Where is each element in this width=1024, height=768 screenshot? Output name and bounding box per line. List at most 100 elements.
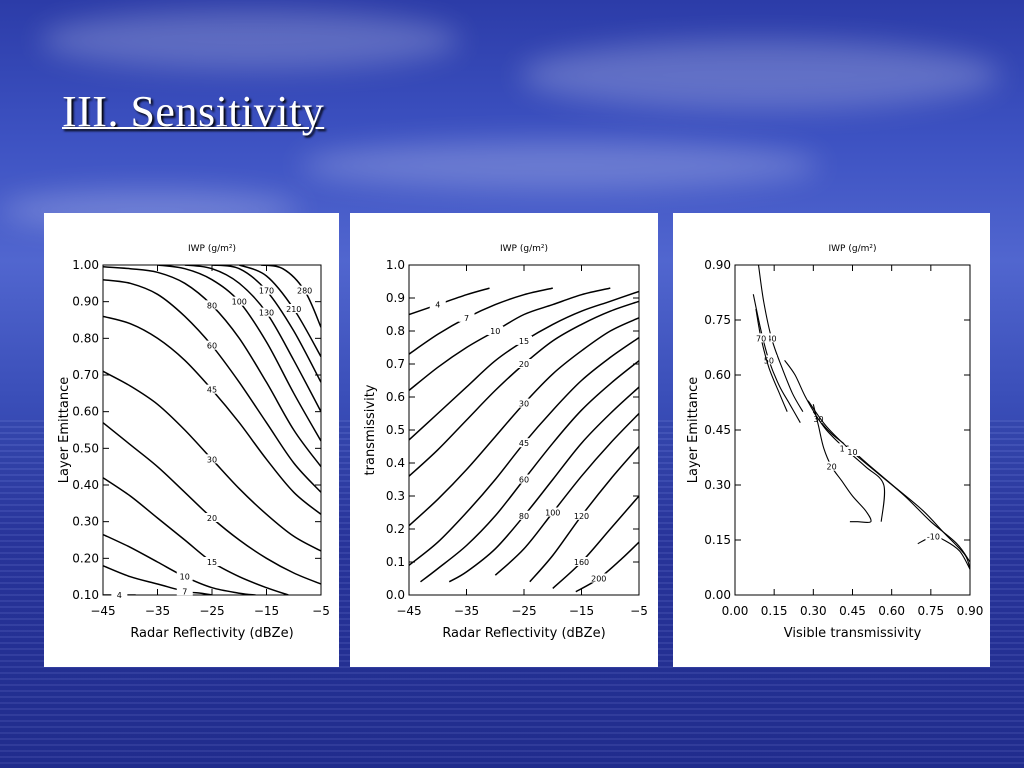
contour-label: 4	[435, 301, 440, 310]
y-tick-label: 0.45	[704, 423, 731, 437]
x-tick-label: −25	[511, 604, 536, 618]
contour-line	[409, 287, 490, 316]
emittance-vs-reflectivity-chart: IWP (g/m²) −45 −35 −25 −15 −5 1.00 0.90 0.80 0.70…	[57, 244, 330, 641]
y-tick-label: 0.00	[704, 588, 731, 602]
contour-label-bg	[753, 333, 770, 343]
chart-title: IWP (g/m²)	[188, 244, 236, 254]
contour-label-bg	[516, 510, 532, 520]
contour-line	[755, 308, 788, 412]
transmissivity-vs-reflectivity-chart: IWP (g/m²) −45 −35 −25 −15 −5 1.0 0.9 0.8 0.7 0.6 0…	[363, 244, 648, 641]
contour-label-bg	[925, 531, 942, 541]
chart-title: IWP (g/m²)	[829, 244, 877, 254]
y-tick-label: 1.00	[72, 258, 99, 272]
contour-line	[552, 495, 639, 589]
contour-label: 60	[207, 342, 217, 351]
contour-line	[784, 359, 970, 570]
contour-label: 20	[519, 360, 529, 369]
chart-panel-emittance-vs-reflectivity: IWP (g/m²) −45 −35 −25 −15 −5 1.00 0.90 0.80 0.70…	[44, 213, 339, 667]
contour-line	[494, 412, 639, 576]
contour-line	[575, 541, 639, 593]
x-tick-label: 0.45	[839, 604, 866, 618]
contour-label: 280	[297, 287, 312, 296]
x-tick-label: −5	[312, 604, 330, 618]
y-tick-label: 0.40	[72, 478, 99, 492]
x-axis-label: Radar Reflectivity (dBZe)	[130, 626, 293, 641]
y-tick-label: 1.0	[386, 258, 405, 272]
contour-label-bg	[204, 513, 220, 522]
contour-label: 30	[207, 455, 217, 464]
contour-label: 80	[207, 301, 217, 310]
contour-label-bg	[458, 312, 475, 322]
y-tick-label: 0.20	[72, 551, 99, 565]
contour-label-bg	[296, 285, 313, 295]
sky-streak	[40, 10, 460, 70]
y-tick-label: 0.5	[386, 423, 405, 437]
contour-label-bg	[844, 447, 861, 456]
x-tick-label: 0.15	[761, 604, 788, 618]
contour-label-bg	[573, 510, 590, 520]
x-axis-label: Radar Reflectivity (dBZe)	[442, 626, 605, 641]
contour-line	[260, 265, 321, 328]
y-axis-label: Layer Emittance	[686, 377, 701, 483]
y-tick-label: 0.6	[386, 390, 405, 404]
x-axis-label: Visible transmissivity	[784, 626, 922, 641]
x-tick-label: 0.75	[917, 604, 944, 618]
y-axis-label: Layer Emittance	[57, 377, 72, 483]
plot-frame	[734, 264, 971, 596]
contour-line	[917, 535, 970, 570]
y-tick-label: 0.9	[386, 291, 405, 305]
contour-label: 170	[259, 287, 274, 296]
contour-label: 15	[207, 558, 217, 567]
contour-label: 160	[574, 558, 589, 567]
x-tick-label: −45	[90, 604, 115, 618]
contour-label: 10	[847, 448, 857, 457]
contour-label: 50	[764, 356, 774, 365]
contour-label: 200	[591, 575, 606, 584]
x-tick-label: −25	[199, 604, 224, 618]
contour-line	[409, 287, 553, 355]
contour-label-bg	[590, 573, 607, 583]
x-tick-label: −35	[145, 604, 170, 618]
x-tick-label: 0.60	[878, 604, 905, 618]
contour-label: 40	[766, 334, 776, 343]
contour-label: 130	[259, 309, 274, 318]
y-tick-label: 0.30	[704, 478, 731, 492]
contour-label-bg	[429, 299, 446, 309]
contour-line	[103, 533, 256, 595]
contour-line	[184, 265, 321, 413]
y-tick-label: 0.10	[72, 588, 99, 602]
y-tick-label: 0.80	[72, 331, 99, 345]
x-tick-label: −15	[254, 604, 279, 618]
contour-label: 15	[519, 337, 529, 346]
contour-label: 45	[207, 386, 217, 395]
y-tick-label: 0.60	[72, 405, 99, 419]
y-tick-label: 0.70	[72, 368, 99, 382]
contour-label-bg	[258, 285, 275, 295]
contour-label-bg	[176, 586, 193, 596]
x-tick-label: −35	[454, 604, 479, 618]
contour-line	[807, 400, 970, 563]
contour-line	[757, 265, 804, 412]
contour-label-bg	[573, 557, 590, 566]
contour-label: 30	[519, 400, 529, 409]
contour-label-bg	[204, 384, 220, 394]
contour-label: 7	[464, 314, 469, 323]
contour-label-bg	[176, 571, 193, 581]
contour-label-bg	[763, 333, 780, 343]
sky-streak	[300, 140, 820, 190]
y-tick-label: 0.30	[72, 515, 99, 529]
y-tick-label: 0.3	[386, 489, 405, 503]
chart-panel-transmissivity-vs-reflectivity: IWP (g/m²) −45 −35 −25 −15 −5 1.0 0.9 0.8 0.7 0.6 0…	[350, 213, 658, 667]
contour-label: 100	[232, 298, 247, 307]
y-tick-label: 0.7	[386, 357, 405, 371]
y-tick-label: 0.0	[386, 588, 405, 602]
contour-label-bg	[231, 296, 248, 306]
contour-line	[409, 317, 639, 527]
y-axis-label: transmissivity	[363, 384, 378, 475]
sky-streak	[520, 40, 1000, 110]
y-tick-label: 0.50	[72, 441, 99, 455]
contour-label: 45	[519, 439, 529, 448]
chart-panel-emittance-vs-visible-transmissivity: IWP (g/m²) 0.00 0.15 0.30 0.45 0.60 0.75 0.90 0.…	[673, 213, 990, 667]
x-tick-label: 0.30	[800, 604, 827, 618]
contour-label: 20	[207, 514, 217, 523]
